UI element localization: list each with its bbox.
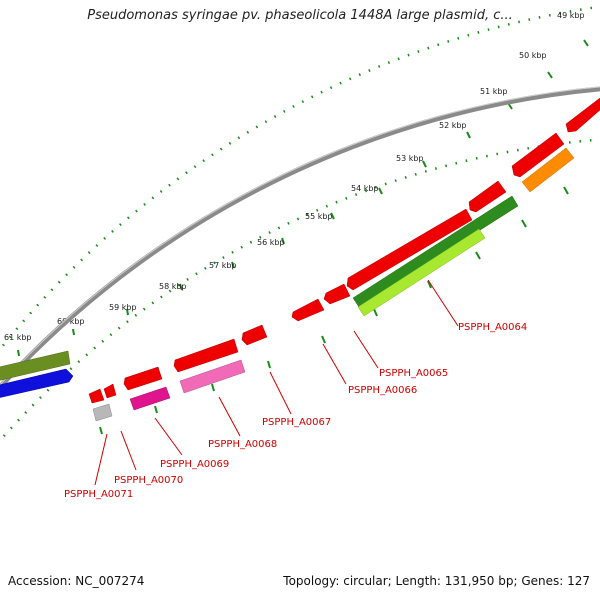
- gene-green[interactable]: [352, 195, 519, 308]
- gene-red-54[interactable]: [468, 180, 507, 213]
- gene-red-small-b[interactable]: [88, 388, 105, 404]
- gene-blue[interactable]: [0, 368, 74, 398]
- outer-major-ticks: [17, 39, 589, 357]
- gene-label[interactable]: PSPPH_A0068: [208, 439, 277, 450]
- scale-label: 56 kbp: [257, 238, 285, 247]
- gene-pink[interactable]: [179, 359, 246, 394]
- scale-label: 61 kbp: [4, 333, 32, 342]
- inner-major-ticks: [99, 186, 569, 435]
- gene-label[interactable]: PSPPH_A0069: [160, 459, 229, 470]
- scale-label: 50 kbp: [519, 51, 547, 60]
- gene-olive[interactable]: [0, 350, 71, 381]
- gene-label[interactable]: PSPPH_A0067: [262, 417, 331, 428]
- inner-scale-ring: [0, 138, 600, 443]
- gene-magenta[interactable]: [129, 386, 171, 411]
- scale-label: 60 kbp: [57, 317, 85, 326]
- gene-red-57[interactable]: [241, 324, 268, 346]
- gene-red-53[interactable]: [511, 132, 565, 178]
- gene-red-long[interactable]: [346, 208, 473, 291]
- scale-label: 54 kbp: [351, 184, 379, 193]
- scale-label: 57 kbp: [209, 261, 237, 270]
- gene-labels: PSPPH_A0064 PSPPH_A0065 PSPPH_A0066 PSPP…: [64, 322, 527, 500]
- gene-lime[interactable]: [357, 228, 486, 317]
- gene-label[interactable]: PSPPH_A0071: [64, 489, 133, 500]
- map-title: Pseudomonas syringae pv. phaseolicola 14…: [87, 8, 513, 23]
- gene-red-top[interactable]: [565, 97, 600, 133]
- plasmid-backbone-highlight: [0, 86, 600, 386]
- gene-red-59[interactable]: [123, 366, 163, 391]
- scale-labels: 61 kbp 60 kbp 59 kbp 58 kbp 57 kbp 56 kb…: [4, 11, 585, 342]
- gene-red-56[interactable]: [291, 298, 325, 322]
- gene-label[interactable]: PSPPH_A0065: [379, 368, 448, 379]
- gene-label[interactable]: PSPPH_A0070: [114, 475, 183, 486]
- scale-label: 49 kbp: [557, 11, 585, 20]
- scale-label: 55 kbp: [305, 212, 333, 221]
- scale-label: 53 kbp: [396, 154, 424, 163]
- gene-gray[interactable]: [92, 403, 113, 422]
- scale-label: 58 kbp: [159, 282, 187, 291]
- gene-red-58[interactable]: [173, 338, 239, 373]
- inner-strand-genes[interactable]: [92, 147, 575, 422]
- gene-red-55[interactable]: [323, 283, 351, 305]
- accession-text: Accession: NC_007274: [8, 574, 145, 588]
- topology-summary: Topology: circular; Length: 131,950 bp; …: [283, 574, 590, 588]
- scale-label: 59 kbp: [109, 303, 137, 312]
- gene-orange[interactable]: [521, 147, 575, 193]
- gene-leader-lines: [94, 279, 459, 486]
- scale-label: 52 kbp: [439, 121, 467, 130]
- gene-label[interactable]: PSPPH_A0066: [348, 385, 417, 396]
- outer-strand-genes[interactable]: [0, 97, 600, 404]
- gene-label[interactable]: PSPPH_A0064: [458, 322, 527, 333]
- plasmid-backbone: [0, 86, 600, 391]
- scale-label: 51 kbp: [480, 87, 508, 96]
- gene-red-small-a[interactable]: [103, 383, 117, 399]
